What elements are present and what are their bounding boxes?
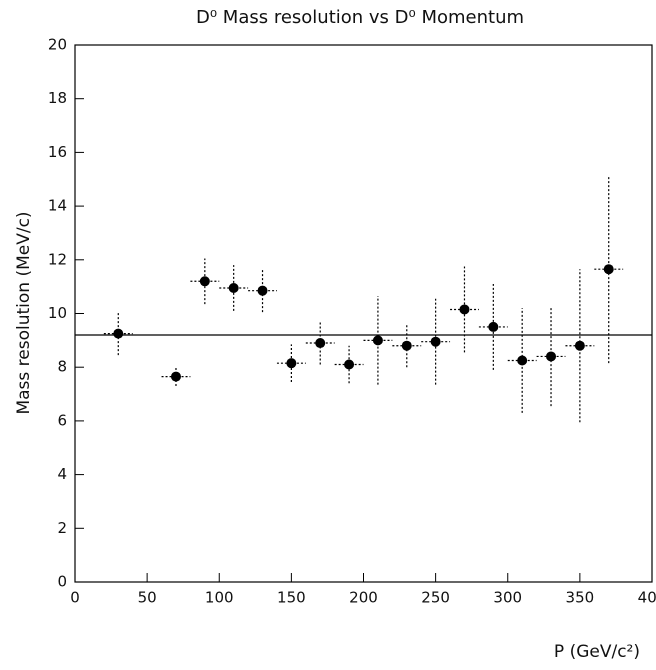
data-point [488, 321, 499, 332]
data-point [603, 264, 614, 275]
data-point [401, 340, 412, 351]
y-tick-label: 20 [48, 36, 67, 54]
data-point [344, 359, 355, 370]
x-tick-label: 200 [349, 589, 378, 607]
x-tick-label: 300 [493, 589, 522, 607]
data-point [199, 276, 210, 287]
data-point [113, 328, 124, 339]
y-tick-label: 16 [48, 143, 67, 161]
data-point [517, 355, 528, 366]
y-tick-label: 8 [57, 358, 67, 376]
data-point [574, 340, 585, 351]
x-tick-label: 50 [138, 589, 157, 607]
data-point [170, 371, 181, 382]
y-tick-label: 12 [48, 250, 67, 268]
plot-frame [74, 44, 653, 583]
y-tick-label: 10 [48, 304, 67, 322]
x-tick-label: 0 [70, 589, 80, 607]
y-tick-label: 6 [57, 411, 67, 429]
y-tick-label: 2 [57, 519, 67, 537]
y-tick-label: 18 [48, 89, 67, 107]
chart-title: D⁰ Mass resolution vs D⁰ Momentum [196, 7, 524, 28]
x-tick-label: 250 [421, 589, 450, 607]
data-point [430, 336, 441, 347]
y-tick-label: 4 [57, 465, 67, 483]
y-tick-label: 14 [48, 197, 67, 215]
data-point [546, 351, 557, 362]
data-point [372, 335, 383, 346]
x-axis-label: P (GeV/c²) [554, 642, 640, 662]
y-axis-label: Mass resolution (MeV/c) [14, 211, 34, 414]
data-point [228, 282, 239, 293]
y-tick-label: 0 [57, 573, 67, 591]
x-tick-label: 350 [566, 589, 595, 607]
x-tick-label: 100 [205, 589, 234, 607]
data-point [459, 304, 470, 315]
x-tick-label: 400 [638, 589, 656, 607]
data-point [315, 338, 326, 349]
x-tick-label: 150 [277, 589, 306, 607]
data-point [286, 358, 297, 369]
data-point [257, 285, 268, 296]
